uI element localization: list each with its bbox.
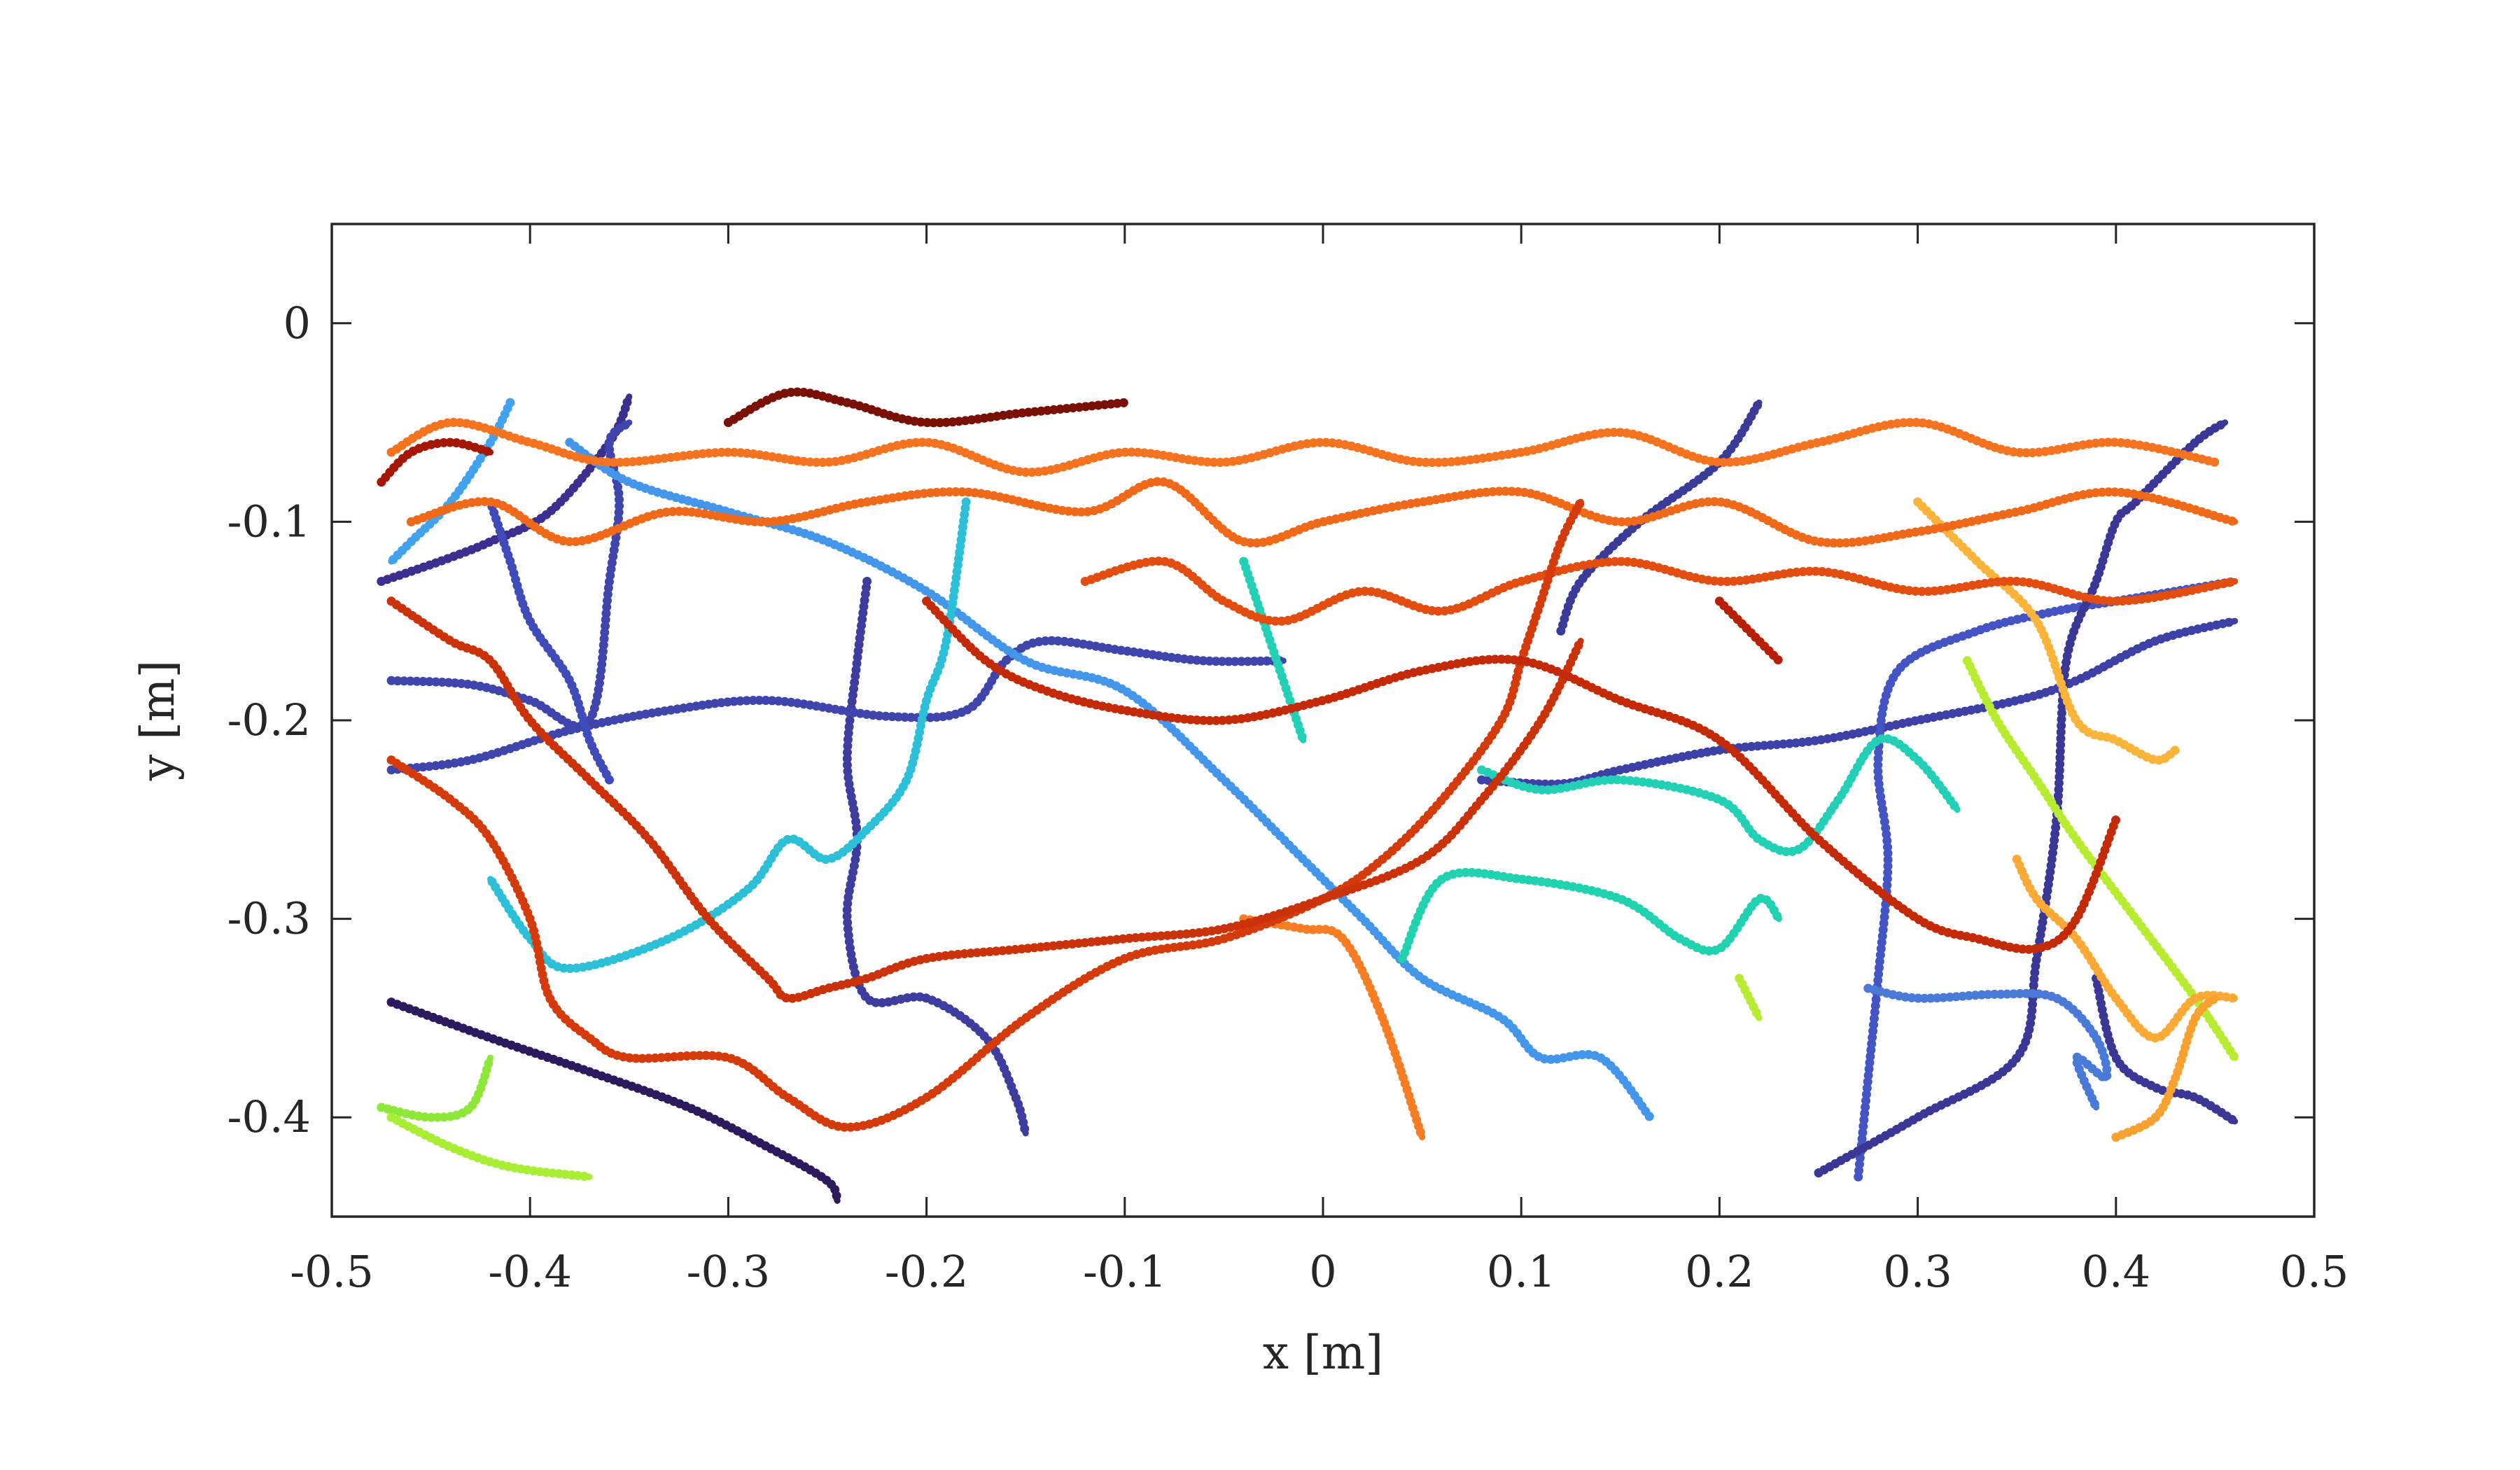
trajectory-series-33 [1716,598,1782,664]
x-tick-label: -0.3 [687,1246,771,1297]
trajectory-series-10 [1815,419,2229,1177]
y-tick-labels: 0 -0.1 -0.2 -0.3 -0.4 [227,298,311,1142]
trajectory-series-6 [487,498,612,783]
trajectory-series-8 [1478,617,2239,788]
x-tick-label: 0.3 [1883,1246,1952,1297]
trajectory-series-31 [388,598,1584,1002]
trajectory-series-27 [388,419,2218,476]
trajectory-series-28 [407,478,2239,547]
trajectory-series-22 [1736,975,1763,1021]
y-tick-label: -0.4 [227,1091,311,1142]
trajectory-series-32 [923,598,2120,953]
trajectory-series-18 [1478,735,1961,855]
x-tick-label: 0 [1309,1246,1336,1297]
trajectory-series-19 [378,1054,494,1121]
y-tick-label: -0.3 [227,893,311,944]
trajectory-series-29 [1082,558,2239,624]
trajectory-series-12 [1865,985,2110,1111]
x-tick-label: -0.1 [1083,1246,1167,1297]
x-tick-label: 0.1 [1487,1246,1556,1297]
trajectory-series-24 [2013,856,2239,1042]
x-tick-label: -0.4 [488,1246,572,1297]
x-tick-label: -0.2 [885,1246,969,1297]
trajectory-series-17 [1240,558,1307,743]
trajectory-series-16 [1399,869,1782,962]
x-axis-label: x [m] [1263,1326,1383,1380]
trajectory-series-30 [388,498,1584,1130]
trajectory-series-11 [2093,975,2239,1125]
trajectory-series-20 [388,1114,593,1180]
trajectory-series-25 [2113,995,2218,1141]
y-tick-label: -0.1 [227,496,311,547]
y-axis-label: y [m] [131,660,185,781]
axis-ticks [330,224,2316,1217]
trajectory-series-26 [1240,916,1426,1141]
x-tick-label: -0.5 [290,1246,374,1297]
trajectory-series-23 [1914,498,2179,764]
x-tick-label: 0.2 [1685,1246,1754,1297]
x-tick-labels: -0.5 -0.4 -0.3 -0.2 -0.1 0 0.1 0.2 0.3 0.4 0.5 [290,1246,2348,1297]
y-tick-label: 0 [284,298,311,349]
trajectory-series-35 [724,388,1128,426]
x-tick-label: 0.4 [2081,1246,2150,1297]
trajectory-series-group [377,387,2240,1205]
y-tick-label: -0.2 [227,694,311,746]
trajectory-series-1 [388,999,841,1204]
x-tick-label: 0.5 [2280,1246,2349,1297]
trajectory-series-34 [378,439,494,486]
trajectory-series-15 [487,498,969,972]
trajectory-series-4 [388,637,1287,774]
